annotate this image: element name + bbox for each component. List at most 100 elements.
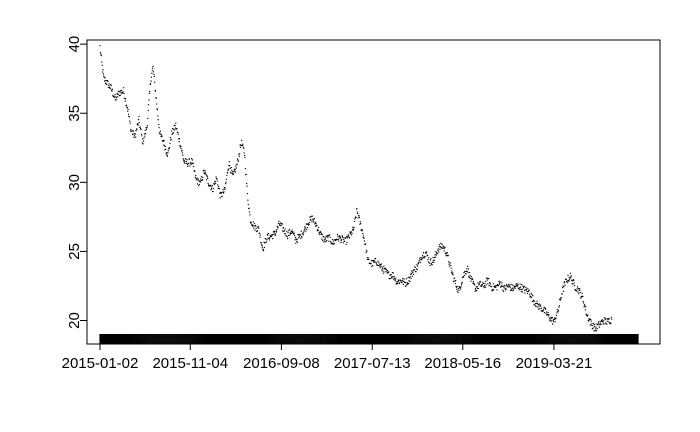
data-point (459, 288, 462, 290)
data-point (200, 178, 202, 180)
data-point (207, 182, 209, 185)
data-point (352, 228, 354, 230)
data-point (594, 324, 596, 326)
data-point (172, 132, 174, 135)
data-point (362, 235, 365, 237)
data-point (526, 290, 528, 293)
data-point (455, 286, 458, 288)
data-point (504, 285, 506, 287)
data-point (502, 285, 504, 287)
data-point (127, 108, 129, 111)
data-point (433, 261, 435, 263)
data-point (163, 139, 165, 142)
data-point (157, 119, 159, 121)
data-point (513, 285, 515, 287)
data-point (583, 302, 585, 304)
data-point (248, 207, 250, 209)
data-point (438, 251, 440, 253)
data-point (551, 316, 553, 318)
data-point (469, 277, 472, 280)
data-point (486, 277, 488, 279)
data-point (195, 174, 197, 177)
data-point (461, 281, 463, 283)
data-point (267, 234, 269, 236)
data-point (212, 190, 214, 193)
data-point (569, 277, 571, 279)
data-point (285, 235, 287, 237)
data-point (482, 281, 484, 283)
data-point (411, 270, 413, 272)
data-point (123, 92, 125, 95)
data-point (456, 290, 458, 292)
data-point (298, 236, 301, 238)
data-point (600, 323, 602, 326)
data-point (493, 289, 495, 291)
data-point (101, 71, 104, 73)
data-point (594, 328, 597, 330)
data-point (394, 279, 397, 281)
data-point (552, 319, 554, 321)
data-point (199, 181, 201, 183)
data-point (502, 290, 505, 293)
data-point (560, 297, 563, 299)
data-point (258, 227, 260, 229)
data-point (143, 137, 145, 139)
data-point (107, 80, 109, 82)
data-point (348, 237, 351, 239)
data-point (522, 287, 525, 289)
data-point (268, 239, 271, 241)
data-point (125, 104, 128, 106)
data-point (277, 226, 279, 229)
data-point (117, 93, 119, 95)
data-point (149, 83, 152, 85)
data-point (100, 53, 102, 55)
data-point (273, 231, 275, 233)
data-point (332, 240, 335, 242)
data-point (350, 234, 353, 236)
data-point (141, 142, 143, 144)
data-point (579, 289, 581, 291)
data-point (532, 295, 534, 297)
data-point (284, 228, 286, 230)
data-point (137, 118, 140, 121)
data-point (450, 264, 452, 267)
data-point (460, 286, 462, 288)
data-point (194, 176, 196, 179)
data-point (181, 149, 183, 152)
data-point (582, 301, 584, 303)
data-point (483, 286, 485, 288)
data-point (178, 141, 180, 143)
data-point (326, 239, 328, 242)
data-point (302, 232, 304, 234)
data-point (511, 289, 513, 292)
data-point (381, 268, 384, 270)
data-point (587, 314, 589, 316)
data-point (358, 215, 360, 217)
data-point (437, 248, 439, 250)
data-point (133, 135, 136, 137)
data-point (293, 232, 295, 234)
data-point (224, 188, 226, 190)
x-tick-label: 2017-07-13 (334, 355, 411, 372)
data-point (395, 277, 397, 279)
data-point (390, 277, 392, 280)
data-point (222, 188, 224, 191)
data-point (169, 136, 172, 139)
data-point (453, 277, 456, 279)
data-point (281, 230, 284, 232)
data-point (467, 271, 469, 274)
data-point (193, 165, 195, 168)
data-point (419, 259, 421, 261)
data-point (183, 160, 186, 162)
data-point (435, 251, 437, 253)
data-point (477, 287, 480, 290)
data-point (231, 171, 234, 173)
data-point (432, 256, 434, 259)
data-point (241, 139, 243, 142)
data-point (264, 242, 266, 244)
data-point (360, 222, 362, 225)
data-point (119, 94, 121, 96)
data-point (402, 280, 405, 282)
data-point (156, 109, 159, 111)
data-point (379, 264, 382, 266)
